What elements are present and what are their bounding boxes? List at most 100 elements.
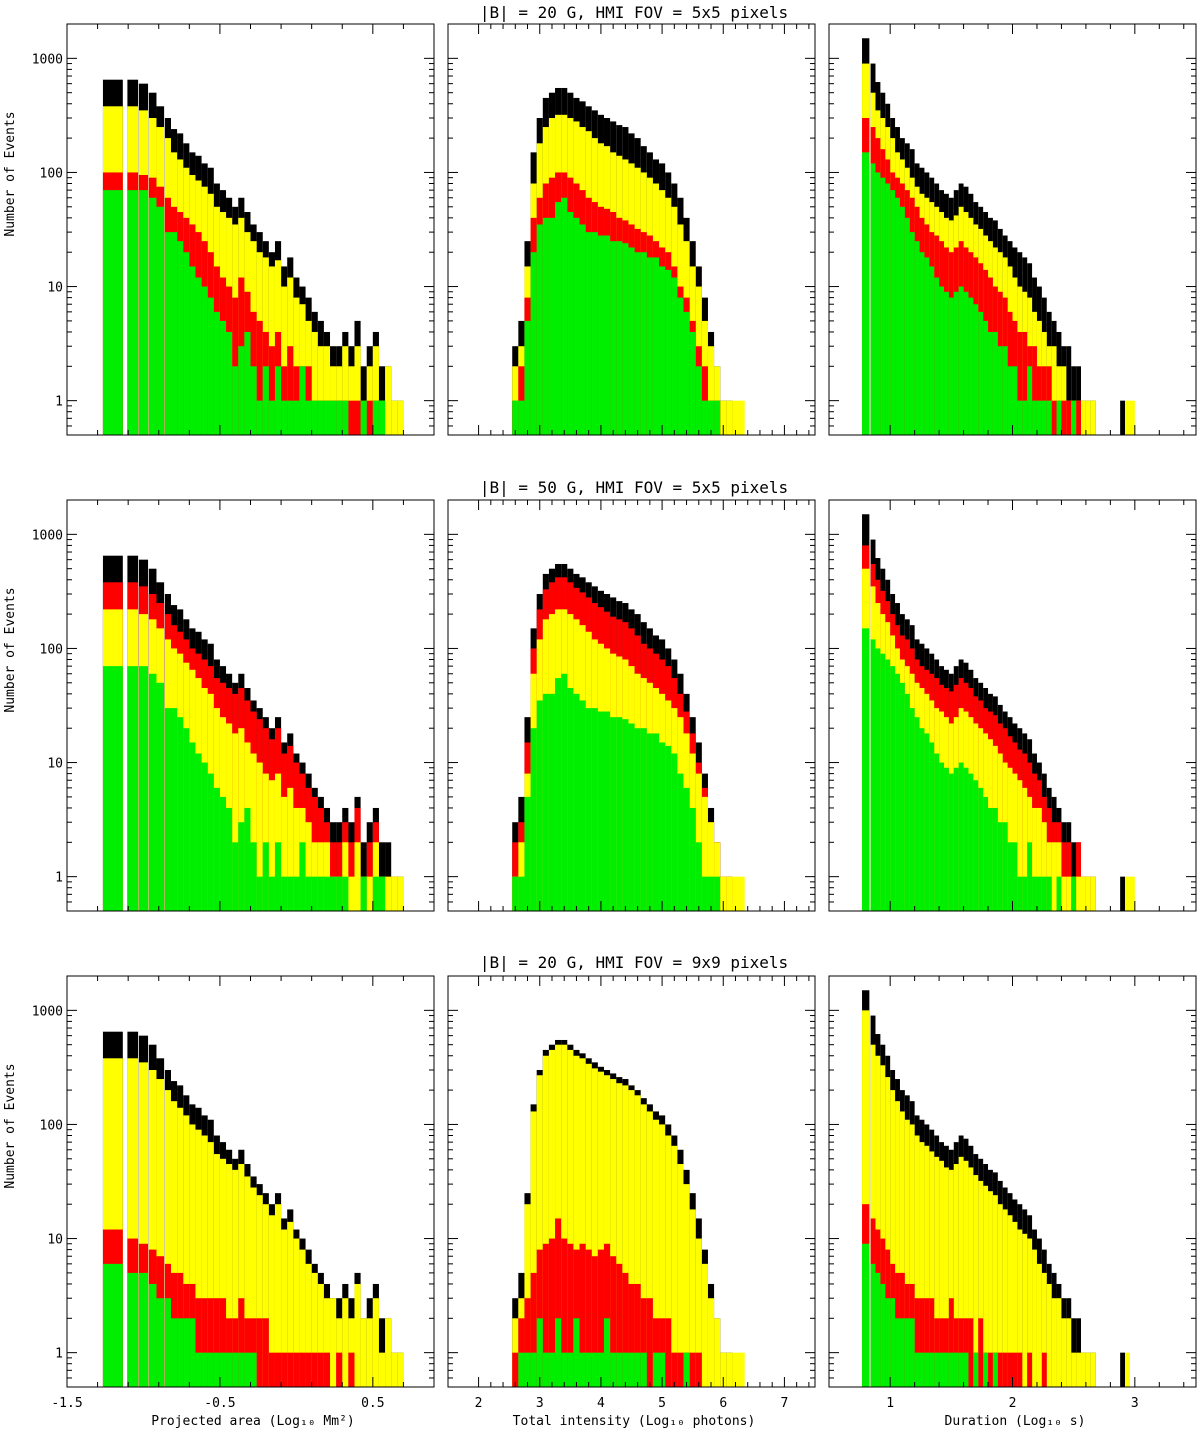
bar-yellow [372, 346, 379, 435]
bar-green [983, 1352, 989, 1387]
bar-yellow [268, 1215, 275, 1387]
bar-green [997, 346, 1003, 435]
bar-green [943, 1352, 949, 1387]
bar-green [530, 728, 537, 911]
bar-yellow [1085, 1352, 1091, 1387]
bar-yellow [701, 1263, 708, 1387]
bar-red [1017, 1352, 1023, 1387]
bar-yellow [127, 1058, 139, 1387]
bar-red [579, 1243, 586, 1387]
y-tick-label: 10 [47, 281, 63, 296]
bar-green [904, 1318, 910, 1387]
x-tick-label: 2 [1009, 1396, 1017, 1411]
bar-green [156, 1298, 165, 1387]
bar-green [323, 400, 331, 435]
bar-yellow [1002, 1209, 1008, 1387]
bar-green [287, 876, 294, 911]
bar-green [579, 1352, 586, 1387]
y-axis-label-0: Number of Events [3, 111, 18, 236]
bar-yellow [597, 1071, 604, 1387]
bar-green [195, 1352, 202, 1387]
row-title-1: |B| = 50 G, HMI FOV = 5x5 pixels [480, 478, 788, 497]
bar-yellow [914, 1135, 920, 1387]
bar-green [973, 780, 979, 911]
bar-yellow [177, 1107, 184, 1387]
bar-yellow [238, 1164, 245, 1387]
bar-yellow [305, 822, 312, 911]
bar-yellow [983, 1185, 989, 1387]
bar-green [997, 822, 1003, 911]
bar-yellow [397, 400, 404, 435]
bar-green [102, 190, 123, 435]
bar-yellow [293, 807, 300, 911]
bar-green [919, 252, 925, 435]
bar-yellow [354, 346, 361, 435]
panel-r0-c1 [447, 23, 816, 436]
bar-green [958, 762, 964, 911]
bar-green [924, 257, 930, 435]
bar-green [372, 876, 379, 911]
bar-total [1066, 346, 1072, 435]
bar-green [628, 1352, 635, 1387]
series-green [862, 152, 1077, 436]
bar-red [219, 1298, 227, 1387]
bar-green [652, 1352, 660, 1387]
bar-green [536, 700, 543, 911]
bar-total [1120, 876, 1126, 911]
bar-red [1076, 400, 1081, 435]
bar-green [1056, 876, 1062, 911]
bar-yellow [555, 1044, 562, 1387]
bar-yellow [164, 1090, 171, 1387]
bar-red [914, 1298, 920, 1387]
bar-yellow [1129, 876, 1135, 911]
y-tick-label: 10 [47, 1233, 63, 1248]
bar-green [683, 311, 690, 435]
series-green [862, 1243, 998, 1387]
bar-yellow [1076, 876, 1081, 911]
bar-green [943, 291, 949, 435]
bar-green [924, 1352, 930, 1387]
bar-red [997, 1352, 1003, 1387]
bar-green [518, 1352, 525, 1387]
bar-yellow [281, 1229, 288, 1387]
bar-green [958, 286, 964, 435]
bar-red [671, 1352, 678, 1387]
bar-yellow [875, 1055, 881, 1387]
x-tick-label: 1 [886, 1396, 894, 1411]
bar-green [561, 1352, 568, 1387]
bar-yellow [992, 1195, 998, 1387]
row-title-2: |B| = 20 G, HMI FOV = 9x9 pixels [480, 953, 788, 972]
bar-yellow [1085, 876, 1091, 911]
panels-layer: 1 10 100 1000 1 10 100 1000 1 10 100 1000 -1.5 -0.5 0.… [32, 23, 1197, 1411]
bar-green [622, 243, 629, 435]
bar-green [372, 400, 379, 435]
bar-green [336, 400, 343, 435]
bar-green [1032, 400, 1037, 435]
bar-red [299, 1352, 306, 1387]
bar-green [585, 1352, 592, 1387]
bar-green [573, 693, 580, 911]
bar-yellow [1051, 842, 1057, 911]
bar-yellow [232, 1169, 239, 1387]
bar-green [958, 1352, 964, 1387]
bar-green [342, 876, 349, 911]
bar-yellow [238, 728, 245, 911]
bar-yellow [1051, 346, 1057, 435]
bar-yellow [880, 1065, 886, 1387]
bar-yellow [646, 1111, 653, 1387]
bar-red [256, 1318, 263, 1387]
bar-green [895, 197, 900, 435]
bar-yellow [195, 1129, 202, 1387]
bar-green [293, 400, 300, 435]
bar-yellow [640, 1104, 647, 1387]
bar-green [530, 252, 537, 435]
bar-green [890, 190, 896, 435]
bar-green [603, 235, 611, 435]
bar-green [177, 1318, 184, 1387]
bar-red [628, 1283, 635, 1387]
bar-red [677, 1352, 684, 1387]
bar-green [1007, 842, 1013, 911]
bar-yellow [342, 1298, 349, 1387]
bar-green [634, 252, 641, 435]
bar-yellow [895, 1101, 900, 1387]
